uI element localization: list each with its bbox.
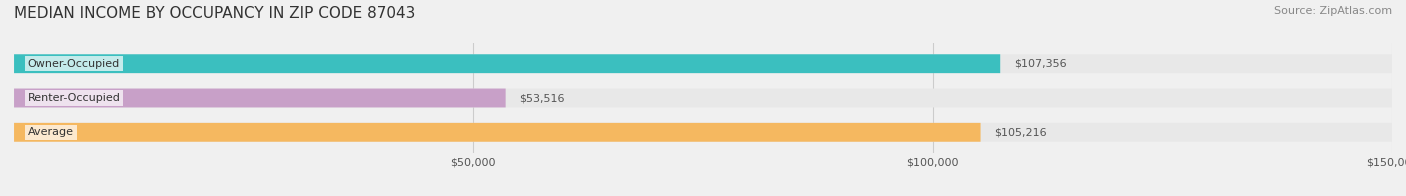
Text: Owner-Occupied: Owner-Occupied: [28, 59, 120, 69]
FancyBboxPatch shape: [14, 54, 1392, 73]
Text: Source: ZipAtlas.com: Source: ZipAtlas.com: [1274, 6, 1392, 16]
FancyBboxPatch shape: [14, 54, 1000, 73]
Text: MEDIAN INCOME BY OCCUPANCY IN ZIP CODE 87043: MEDIAN INCOME BY OCCUPANCY IN ZIP CODE 8…: [14, 6, 415, 21]
Text: $53,516: $53,516: [519, 93, 565, 103]
Text: $107,356: $107,356: [1014, 59, 1067, 69]
Text: $105,216: $105,216: [994, 127, 1047, 137]
FancyBboxPatch shape: [14, 123, 1392, 142]
Text: Renter-Occupied: Renter-Occupied: [28, 93, 121, 103]
FancyBboxPatch shape: [14, 123, 980, 142]
Text: Average: Average: [28, 127, 75, 137]
FancyBboxPatch shape: [14, 89, 1392, 107]
FancyBboxPatch shape: [14, 89, 506, 107]
